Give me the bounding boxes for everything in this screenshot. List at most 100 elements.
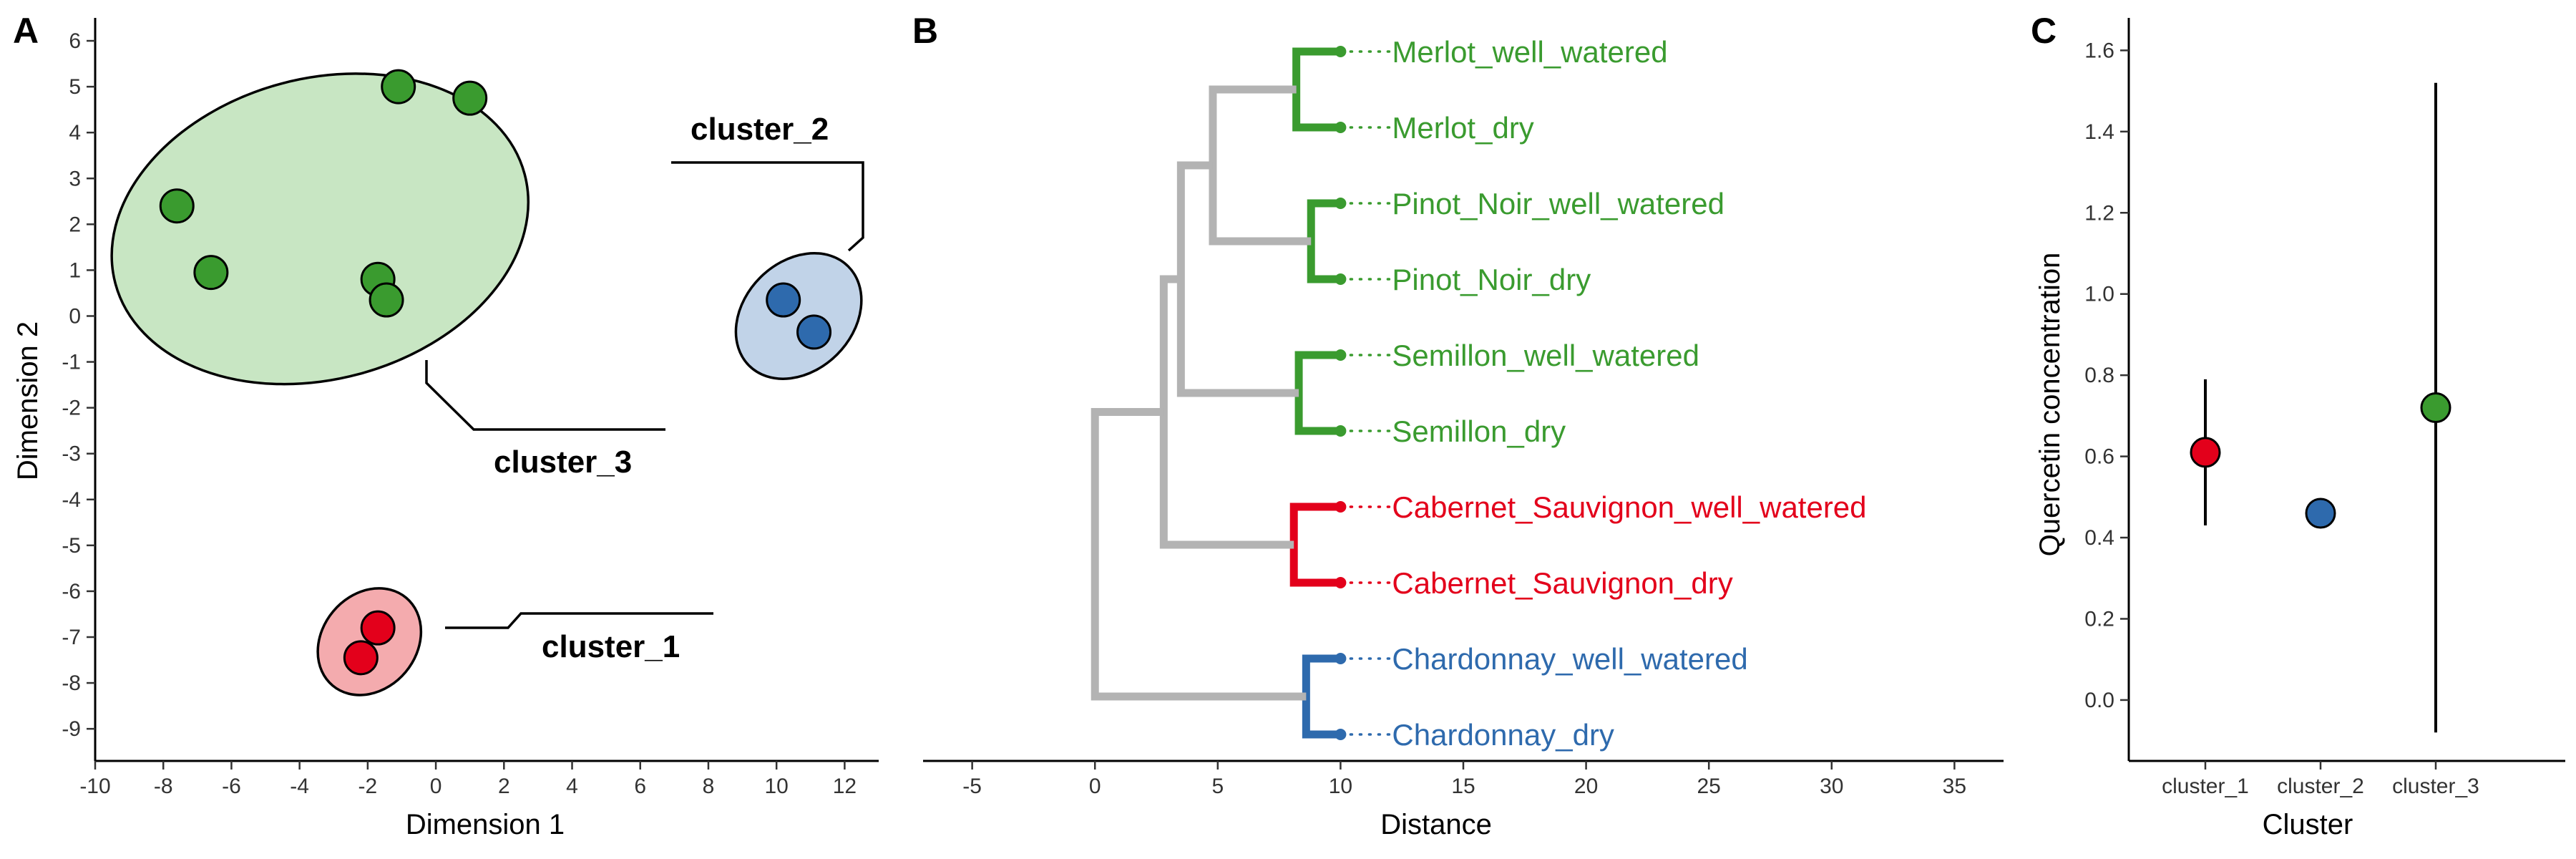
y-axis-title: Quercetin concentration <box>2034 253 2066 557</box>
x-tick-label: 8 <box>703 775 715 798</box>
x-tick-label: 0 <box>1089 775 1101 798</box>
data-points <box>159 69 832 676</box>
x-tick-label: -6 <box>222 775 241 798</box>
leaf-label: Semillon_well_watered <box>1392 339 1699 372</box>
x-axis-title: Distance <box>1380 809 1492 840</box>
y-axis-title: Dimension 2 <box>12 321 44 480</box>
data-point <box>369 282 404 318</box>
panel-a-cluster-plot: A -10 -8 -6 -4 -2 0 2 4 6 8 10 126543210-1-2-3-4-5-… <box>12 11 879 840</box>
x-tick-label: 0 <box>430 775 442 798</box>
cluster-1-leader <box>445 612 713 629</box>
tree-branch <box>1091 408 1307 701</box>
data-point <box>796 314 832 350</box>
panel-c-letter: C <box>2031 11 2057 51</box>
y-tick-label: -2 <box>62 397 81 420</box>
leaf-dot <box>1335 46 1347 57</box>
leaf-dot <box>1335 501 1347 513</box>
panel-c-pointrange: C 0.0 0.2 0.4 0.6 0.8 1.0 1.2 1.4 1.6 cluster_1 cl… <box>2031 11 2565 840</box>
leaf-label: Chardonnay_well_watered <box>1392 642 1747 676</box>
panel-b-letter: B <box>912 11 938 51</box>
data-point <box>381 69 416 105</box>
x-tick-label: cluster_2 <box>2277 775 2364 798</box>
cluster-label-leaders <box>425 161 864 629</box>
panel-b-dendrogram: B Merlot_well_watered Merlot_dry Pinot_Noi… <box>912 11 2004 840</box>
cluster-2-leader <box>671 161 864 252</box>
y-tick-label: 1 <box>69 258 81 282</box>
y-tick-label: 2 <box>69 213 81 236</box>
axes: -10 -8 -6 -4 -2 0 2 4 6 8 10 126543210-1-2-3-4-5-6-… <box>62 18 879 798</box>
leaf-label: Semillon_dry <box>1392 414 1566 448</box>
cluster-1-label: cluster_1 <box>542 629 680 664</box>
cluster-2-hull <box>734 252 863 380</box>
y-tick-label: 5 <box>69 75 81 99</box>
x-tick-label: 10 <box>764 775 788 798</box>
leaf-label: Pinot_Noir_dry <box>1392 263 1591 296</box>
y-tick-label: -9 <box>62 717 81 741</box>
leaf-dot <box>1335 577 1347 588</box>
cluster-branch <box>1294 351 1341 435</box>
x-tick-label: 10 <box>1329 775 1352 798</box>
y-tick-label: 0.4 <box>2084 526 2114 550</box>
y-tick-label: 1.2 <box>2084 201 2114 225</box>
leaf-dot <box>1335 198 1347 209</box>
y-tick-label: 0.6 <box>2084 445 2114 469</box>
cluster-3-leader <box>425 360 665 431</box>
x-tick-label: 35 <box>1943 775 1966 798</box>
y-tick-label: 3 <box>69 167 81 190</box>
x-tick-label: 5 <box>1211 775 1224 798</box>
mean-point <box>2190 437 2221 468</box>
cluster-branch <box>1307 199 1341 283</box>
x-tick-label: -10 <box>79 775 110 798</box>
leaf-label: Merlot_dry <box>1392 111 1533 145</box>
axes: 0.0 0.2 0.4 0.6 0.8 1.0 1.2 1.4 1.6 cluster_1 clus… <box>2084 18 2565 798</box>
y-tick-label: 1.6 <box>2084 39 2114 62</box>
leaf-label: Merlot_well_watered <box>1392 35 1667 69</box>
dendrogram-leaves: Merlot_well_watered Merlot_dry Pinot_Noir_… <box>1335 35 1867 752</box>
mean-points <box>2190 392 2451 529</box>
dendrogram-branches <box>1091 47 1341 739</box>
y-tick-label: -6 <box>62 580 81 603</box>
x-tick-label: 4 <box>566 775 578 798</box>
x-tick-label: 2 <box>498 775 510 798</box>
leaf-dot <box>1335 122 1347 133</box>
y-tick-label: 6 <box>69 29 81 53</box>
mean-point <box>2305 498 2336 529</box>
data-point <box>452 80 488 116</box>
x-tick-label: cluster_1 <box>2162 775 2249 798</box>
y-tick-label: 0.2 <box>2084 607 2114 631</box>
error-ranges <box>2204 82 2437 733</box>
x-axis-title: Dimension 1 <box>406 809 565 840</box>
y-tick-label: -8 <box>62 671 81 695</box>
data-point <box>360 610 396 646</box>
cluster-2-label: cluster_2 <box>691 112 829 147</box>
x-tick-label: 12 <box>833 775 857 798</box>
y-tick-label: 1.4 <box>2084 120 2114 144</box>
y-tick-label: -7 <box>62 626 81 649</box>
x-tick-label: -2 <box>358 775 378 798</box>
panel-a-letter: A <box>13 11 39 51</box>
x-tick-label: 30 <box>1820 775 1843 798</box>
x-tick-label: -4 <box>290 775 309 798</box>
leaf-label: Cabernet_Sauvignon_dry <box>1392 566 1732 600</box>
data-point <box>343 640 379 676</box>
cluster-branch <box>1292 47 1341 132</box>
y-tick-label: 4 <box>69 121 81 145</box>
y-tick-label: -5 <box>62 534 81 558</box>
cluster-3-label: cluster_3 <box>494 445 632 480</box>
axes: -5 0 5 10 15 20 25 30 35 <box>923 759 2004 798</box>
leaf-label: Pinot_Noir_well_watered <box>1392 187 1724 220</box>
x-axis-title: Cluster <box>2263 809 2353 840</box>
x-tick-label: cluster_3 <box>2392 775 2479 798</box>
leaf-dot <box>1335 653 1347 664</box>
leaf-label: Chardonnay_dry <box>1392 718 1614 752</box>
x-tick-label: -8 <box>154 775 173 798</box>
leaf-label: Cabernet_Sauvignon_well_watered <box>1392 490 1866 524</box>
tree-branch <box>1159 275 1294 549</box>
y-tick-label: -3 <box>62 442 81 466</box>
y-tick-label: -4 <box>62 488 81 512</box>
leaf-dot <box>1335 425 1347 437</box>
x-tick-label: 6 <box>634 775 646 798</box>
x-tick-label: -5 <box>962 775 982 798</box>
cluster-branch <box>1302 654 1341 739</box>
